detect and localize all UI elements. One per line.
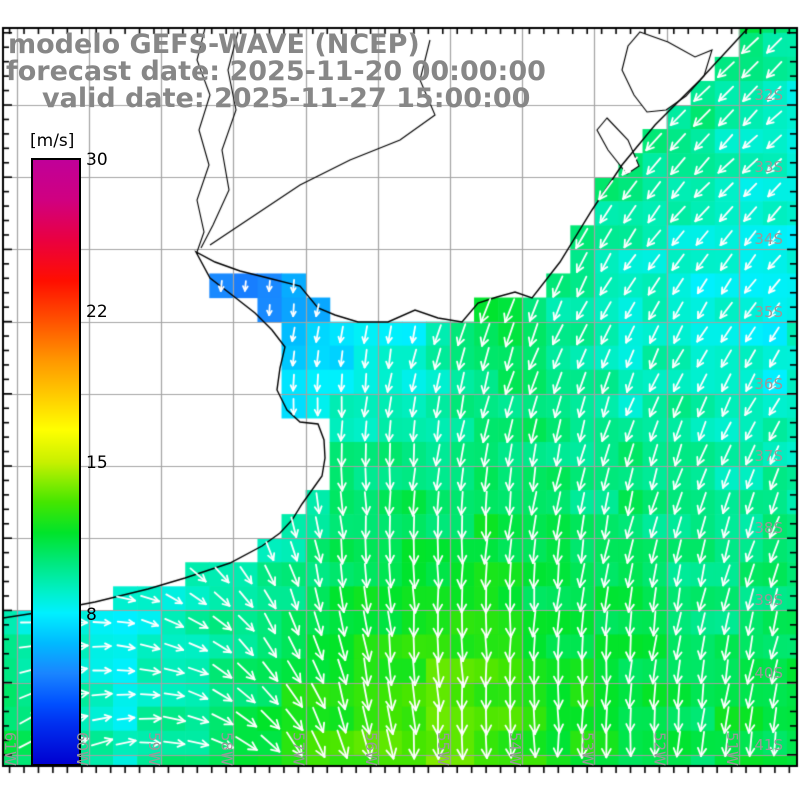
latitude-label: 39S bbox=[754, 591, 783, 610]
colorbar bbox=[31, 158, 81, 766]
longitude-label: 58W bbox=[217, 732, 236, 766]
longitude-label: 60W bbox=[73, 732, 91, 766]
longitude-label: 51W bbox=[722, 732, 741, 766]
colorbar-tick-label: 30 bbox=[86, 150, 108, 170]
longitude-label: 61W bbox=[0, 732, 19, 766]
longitude-label: 57W bbox=[289, 732, 308, 766]
longitude-label: 52W bbox=[650, 732, 669, 766]
longitude-label: 56W bbox=[361, 732, 380, 766]
latitude-label: 35S bbox=[754, 302, 783, 321]
forecast-date-line: forecast date: 2025-11-20 00:00:00 bbox=[6, 56, 546, 87]
latitude-label: 40S bbox=[754, 663, 783, 682]
longitude-label: 54W bbox=[506, 732, 525, 766]
latitude-label: 33S bbox=[754, 158, 783, 177]
latitude-label: 34S bbox=[754, 230, 783, 249]
latitude-label: 38S bbox=[754, 519, 783, 538]
longitude-label: 53W bbox=[578, 732, 597, 766]
model-title: modelo GEFS-WAVE (NCEP) bbox=[8, 29, 420, 60]
latitude-label: 32S bbox=[754, 86, 783, 104]
longitude-label: 55W bbox=[434, 732, 452, 766]
latitude-label: 41S bbox=[754, 735, 783, 754]
colorbar-tick-label: 8 bbox=[86, 604, 97, 625]
colorbar-unit-label: [m/s] bbox=[30, 131, 75, 151]
colorbar-tick-label: 22 bbox=[86, 301, 108, 322]
longitude-label: 59W bbox=[145, 732, 164, 766]
valid-date-line: valid date: 2025-11-27 15:00:00 bbox=[42, 83, 531, 114]
colorbar-tick-label: 15 bbox=[86, 453, 108, 473]
latitude-label: 37S bbox=[754, 447, 783, 465]
latitude-label: 36S bbox=[754, 374, 783, 393]
